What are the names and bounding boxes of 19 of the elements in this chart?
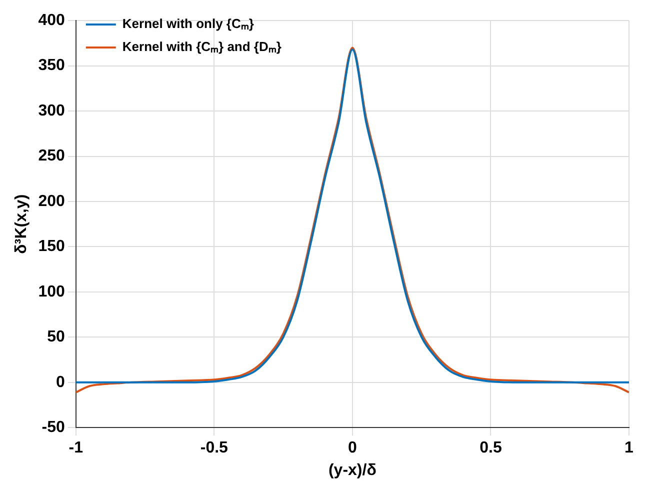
y-tick-label: 300 [38,102,65,120]
x-tick-label: 0 [348,440,357,457]
y-tick-label: 0 [56,374,65,391]
y-tick-label: 50 [47,328,65,346]
y-tick-label: 350 [38,57,65,74]
x-axis-title: (y-x)/δ [328,462,377,479]
legend-label: Kernel with {Cₘ} and {Dₘ} [122,39,282,54]
x-tick-label: -1 [68,440,84,457]
y-tick-label: -50 [42,419,65,436]
y-tick-label: 150 [38,238,65,256]
y-tick-label: 250 [38,148,65,165]
x-tick-label: 1 [624,440,634,457]
x-tick-label: 0.5 [480,440,502,457]
legend-label: Kernel with only {Cₘ} [122,16,254,32]
x-tick-label: -0.5 [200,440,228,457]
y-axis-title: δ³K(x,y) [13,194,30,254]
y-tick-label: 100 [38,283,65,300]
y-tick-label: 400 [38,12,65,30]
y-tick-label: 200 [38,192,65,210]
